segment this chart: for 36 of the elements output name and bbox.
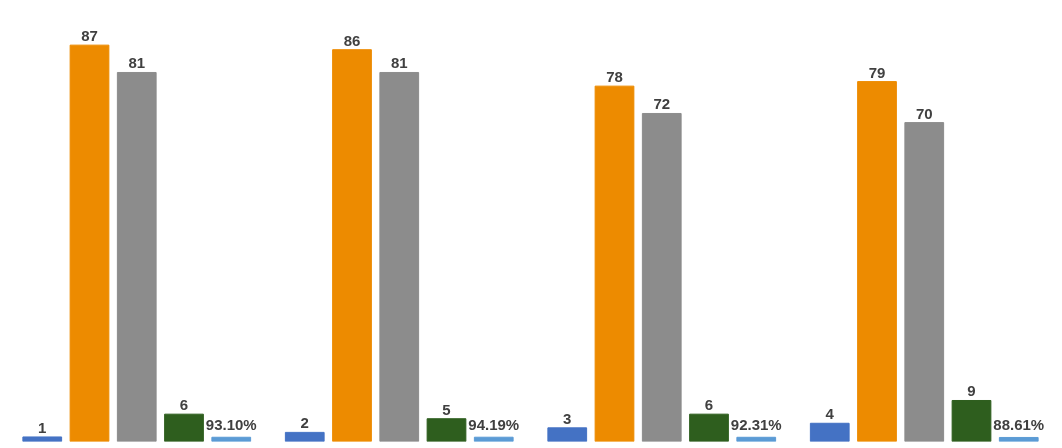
- bar: [426, 418, 467, 442]
- bar: [641, 112, 682, 442]
- bar: [22, 436, 63, 442]
- data-label: 86: [343, 31, 361, 49]
- bar: [284, 431, 325, 442]
- data-label: 3: [563, 409, 572, 427]
- bar: [951, 400, 992, 442]
- data-label: 92.31%: [730, 416, 782, 434]
- bar: [379, 71, 420, 442]
- data-label: 87: [81, 27, 98, 45]
- bar: [594, 85, 635, 442]
- bar: [857, 81, 897, 442]
- bar: [116, 71, 157, 442]
- bar: [332, 49, 372, 442]
- data-label: 88.61%: [993, 416, 1045, 434]
- data-label: 79: [868, 63, 886, 81]
- data-label: 2: [300, 414, 309, 432]
- bar: [69, 44, 110, 442]
- data-label: 93.10%: [205, 416, 257, 434]
- data-label: 94.19%: [468, 416, 520, 434]
- data-label: 72: [653, 95, 671, 113]
- data-label: 70: [915, 104, 933, 122]
- bar: [164, 413, 204, 442]
- data-label: 5: [442, 400, 451, 418]
- data-label: 6: [704, 396, 714, 414]
- bar: [904, 122, 945, 442]
- bar: [809, 422, 850, 442]
- data-label: 9: [967, 382, 976, 400]
- data-label: 78: [606, 68, 623, 86]
- bar: [547, 427, 588, 442]
- data-label: 4: [825, 405, 835, 423]
- data-label: 81: [390, 54, 408, 72]
- data-label: 81: [128, 54, 146, 72]
- data-label: 6: [179, 396, 189, 414]
- data-label: 1: [38, 418, 47, 436]
- bar: [689, 413, 729, 442]
